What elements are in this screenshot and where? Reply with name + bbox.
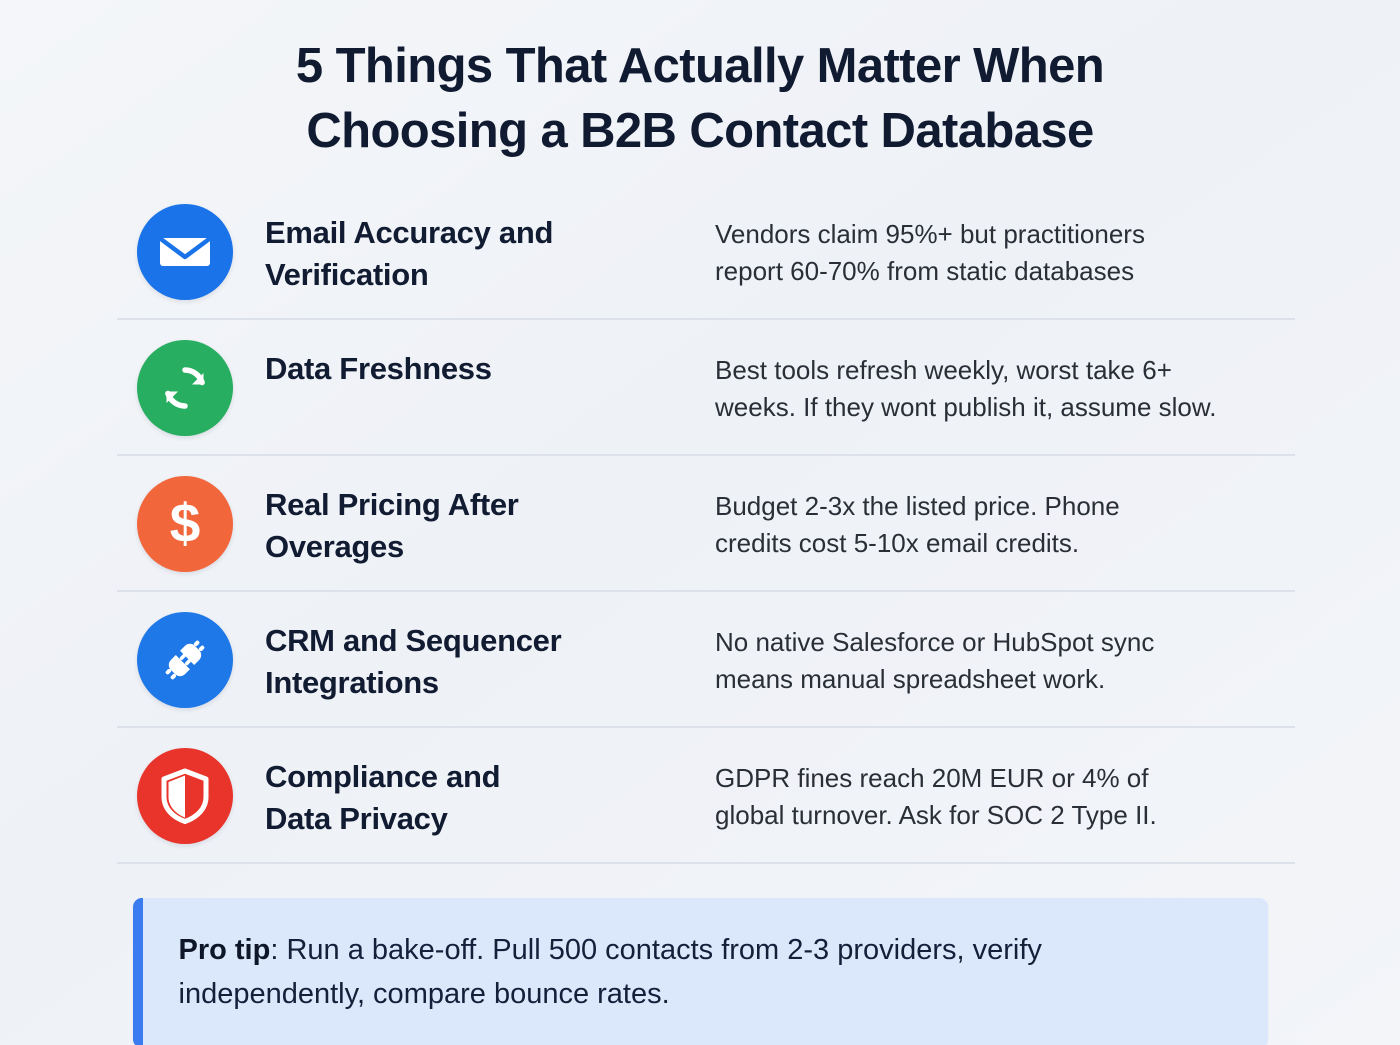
description-cell: Best tools refresh weekly, worst take 6+… (715, 336, 1295, 426)
envelope-icon (159, 232, 211, 272)
list-item-description: No native Salesforce or HubSpot sync mea… (715, 627, 1155, 695)
list-item-description: Budget 2-3x the listed price. Phone cred… (715, 491, 1120, 559)
list-item-compliance: Compliance and Data Privacy GDPR fines r… (105, 726, 1295, 862)
icon-cell (105, 200, 265, 301)
icon-cell (105, 744, 265, 845)
plug-connector-icon (158, 633, 212, 687)
icon-cell: $ (105, 472, 265, 573)
protip-body: Run a bake-off. Pull 500 contacts from 2… (178, 934, 1042, 1011)
list-item-real-pricing: $ Real Pricing After Overages Budget 2-3… (105, 454, 1295, 590)
shield-icon-badge (137, 748, 233, 845)
description-cell: Vendors claim 95%+ but practitioners rep… (715, 200, 1295, 290)
refresh-sync-icon (158, 361, 212, 415)
protip-wrapper: Pro tip: Run a bake-off. Pull 500 contac… (132, 898, 1268, 1045)
list-item-title: Data Freshness (265, 351, 492, 387)
factors-list: Email Accuracy and Verification Vendors … (105, 182, 1295, 865)
plug-connector-icon-badge (137, 612, 233, 709)
list-item-data-freshness: Data Freshness Best tools refresh weekly… (105, 318, 1295, 454)
heading-cell: Compliance and Data Privacy (265, 744, 715, 840)
protip-text: Pro tip: Run a bake-off. Pull 500 contac… (179, 928, 1230, 1016)
dollar-sign-icon: $ (159, 495, 211, 553)
icon-cell (105, 336, 265, 437)
envelope-icon-badge (137, 204, 233, 301)
dollar-sign-icon-badge: $ (137, 476, 233, 573)
list-item-description: GDPR fines reach 20M EUR or 4% of global… (715, 763, 1157, 831)
heading-cell: CRM and Sequencer Integrations (265, 608, 715, 704)
protip-label: Pro tip (178, 934, 271, 967)
description-cell: No native Salesforce or HubSpot sync mea… (715, 608, 1295, 698)
protip-separator: : (270, 934, 287, 967)
list-item-title: Compliance and Data Privacy (265, 759, 501, 837)
list-item-title: Real Pricing After Overages (265, 487, 519, 565)
list-item-email-accuracy: Email Accuracy and Verification Vendors … (105, 182, 1295, 318)
list-item-title: Email Accuracy and Verification (265, 215, 554, 293)
description-cell: GDPR fines reach 20M EUR or 4% of global… (715, 744, 1295, 834)
icon-cell (105, 608, 265, 709)
refresh-sync-icon-badge (137, 340, 233, 437)
list-item-description: Best tools refresh weekly, worst take 6+… (715, 355, 1217, 423)
protip-callout: Pro tip: Run a bake-off. Pull 500 contac… (132, 898, 1268, 1045)
list-bottom-divider (117, 862, 1295, 865)
svg-text:$: $ (170, 495, 201, 553)
list-item-description: Vendors claim 95%+ but practitioners rep… (715, 219, 1145, 287)
list-item-title: CRM and Sequencer Integrations (265, 623, 562, 701)
page-title-line-2: Choosing a B2B Contact Database (306, 104, 1094, 159)
description-cell: Budget 2-3x the listed price. Phone cred… (715, 472, 1295, 562)
page-title-line-1: 5 Things That Actually Matter When (295, 39, 1105, 93)
heading-cell: Data Freshness (265, 336, 715, 390)
list-item-crm-integrations: CRM and Sequencer Integrations No native… (105, 590, 1295, 726)
heading-cell: Real Pricing After Overages (265, 472, 715, 568)
shield-icon (160, 768, 210, 825)
page-title: 5 Things That Actually Matter When Choos… (0, 0, 1400, 164)
heading-cell: Email Accuracy and Verification (265, 200, 715, 296)
